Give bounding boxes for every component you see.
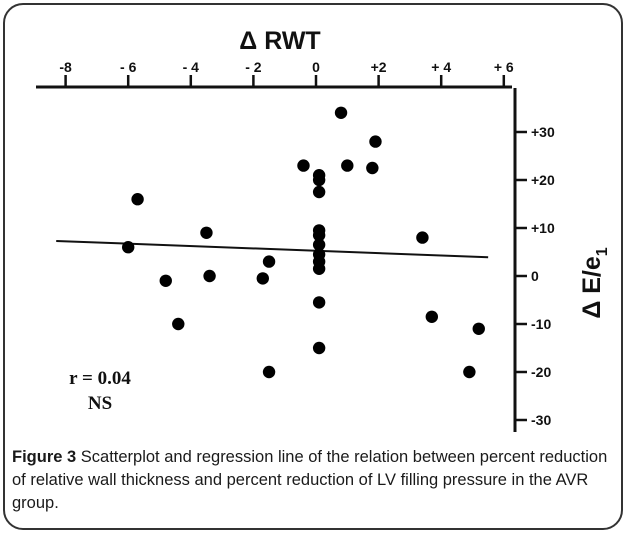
data-point — [312, 238, 326, 251]
x-ticks: -8 - 6 - 4 - 2 0 +2 + 4 + 6 — [59, 59, 514, 87]
y-ticks: +30 +20 +10 0 -10 -20 -30 — [515, 124, 555, 428]
data-point — [341, 159, 354, 172]
significance-annotation: NS — [88, 393, 112, 414]
data-point — [262, 365, 276, 379]
data-point — [312, 296, 326, 309]
data-point — [159, 274, 172, 287]
data-point — [472, 322, 485, 335]
data-point — [366, 161, 379, 175]
x-tick-label: +2 — [371, 59, 387, 75]
data-point — [172, 317, 185, 331]
caption-text: Scatterplot and regression line of the r… — [12, 448, 608, 512]
data-point — [312, 262, 326, 275]
data-point — [297, 159, 310, 172]
data-point — [262, 255, 276, 268]
x-tick-label: - 4 — [183, 59, 200, 75]
y-tick-label: 0 — [531, 268, 539, 284]
data-point — [463, 365, 476, 379]
data-point — [312, 229, 326, 242]
scatter-chart: -8 - 6 - 4 - 2 0 +2 + 4 + 6 Δ RWT +30 +20 +10 0 -10… — [36, 27, 611, 432]
data-point — [200, 226, 213, 239]
figure-caption: Figure 3 Scatterplot and regression line… — [12, 446, 612, 515]
y-tick-label: -20 — [531, 364, 551, 380]
data-point — [416, 231, 429, 244]
data-points — [122, 106, 485, 379]
y-tick-label: +20 — [531, 172, 555, 188]
y-tick-label: -10 — [531, 316, 551, 332]
x-tick-label: -8 — [59, 59, 72, 75]
y-tick-label: -30 — [531, 412, 551, 428]
x-tick-label: - 2 — [245, 59, 262, 75]
data-point — [334, 106, 348, 120]
figure-frame — [3, 3, 623, 530]
correlation-annotation: r = 0.04 — [69, 368, 131, 389]
y-axis-title-subscript: 1 — [594, 247, 611, 256]
y-tick-label: +10 — [531, 220, 555, 236]
data-point — [312, 185, 326, 199]
x-tick-label: 0 — [312, 59, 320, 75]
data-point — [312, 173, 326, 187]
x-tick-label: + 6 — [494, 59, 514, 75]
y-tick-label: +30 — [531, 124, 555, 140]
y-axis-title-main: Δ E/e — [578, 256, 606, 319]
x-axis-title: Δ RWT — [239, 27, 320, 55]
caption-label: Figure 3 — [12, 448, 77, 466]
data-point — [203, 269, 216, 283]
x-tick-label: + 4 — [431, 59, 451, 75]
data-point — [312, 341, 326, 355]
data-point — [369, 135, 382, 148]
data-point — [122, 241, 135, 254]
data-point — [425, 310, 439, 323]
y-axis-title: Δ E/e1 — [578, 247, 611, 318]
data-point — [131, 193, 144, 206]
data-point — [256, 272, 269, 285]
x-tick-label: - 6 — [120, 59, 137, 75]
